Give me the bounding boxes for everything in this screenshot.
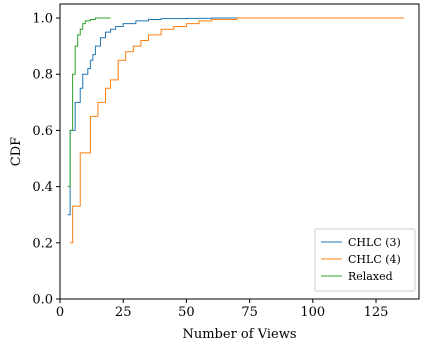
- legend-label-chlc4: CHLC (4): [348, 253, 401, 266]
- y-tick-label: 0.6: [32, 124, 53, 139]
- x-tick-label: 125: [364, 305, 389, 320]
- x-tick-label: 100: [300, 305, 325, 320]
- y-tick-label: 0.2: [32, 236, 53, 251]
- x-tick-label: 75: [241, 305, 258, 320]
- y-axis-label: CDF: [9, 137, 24, 166]
- plot-lines: [67, 17, 404, 244]
- legend: CHLC (3) CHLC (4) Relaxed: [314, 228, 416, 292]
- series-line-chlc-4: [70, 17, 404, 244]
- plot-frame: [59, 3, 420, 300]
- y-tick-label: 0.8: [32, 68, 53, 83]
- x-tick-label: 25: [115, 305, 132, 320]
- legend-label-relaxed: Relaxed: [348, 270, 393, 283]
- legend-label-chlc3: CHLC (3): [348, 236, 401, 249]
- series-line-chlc-3: [67, 17, 404, 216]
- y-tick-label: 0.4: [32, 180, 53, 195]
- x-axis-label: Number of Views: [182, 327, 296, 342]
- y-tick-label: 1.0: [32, 12, 53, 27]
- x-tick-label: 0: [56, 305, 64, 320]
- series-line-relaxed: [67, 17, 111, 188]
- x-tick-label: 50: [178, 305, 195, 320]
- y-tick-label: 0.0: [32, 293, 53, 308]
- axis-ticks: 0 25 50 75 100 125 0.0 0.2 0.4 0.6 0.8 1.0: [32, 12, 388, 320]
